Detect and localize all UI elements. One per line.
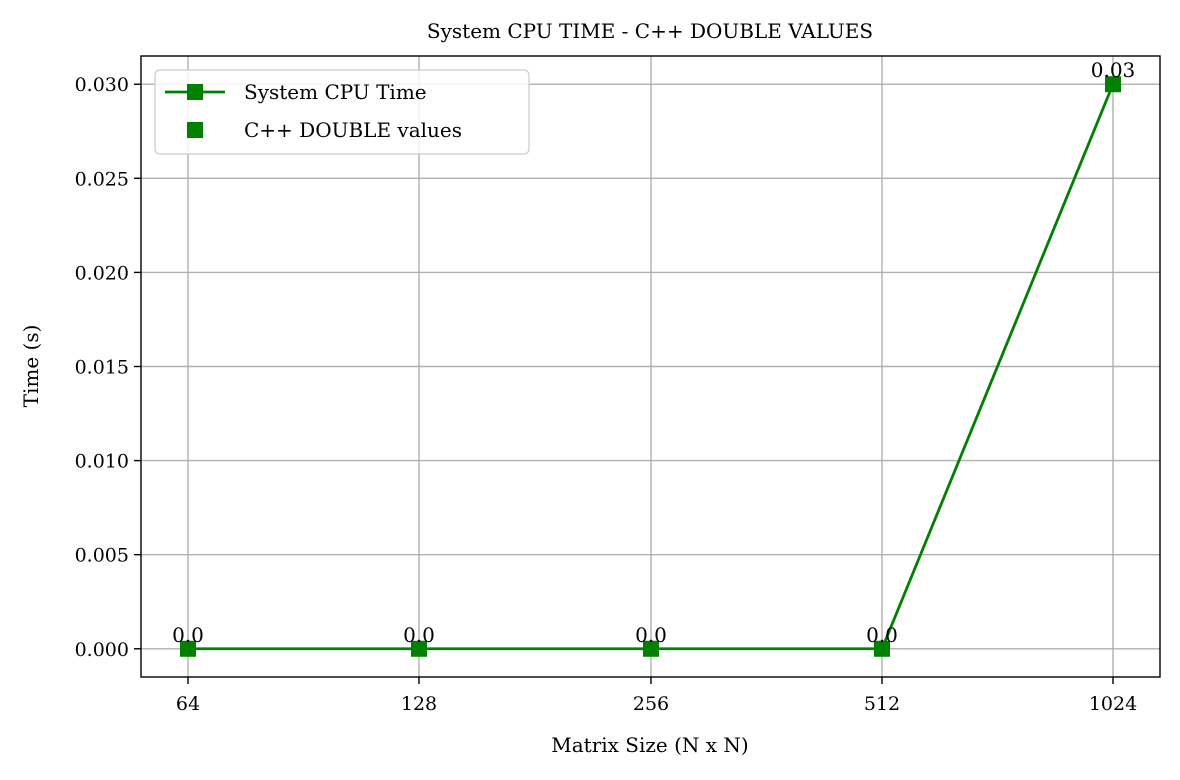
legend-marker-entry [187, 122, 203, 138]
data-label: 0.0 [866, 623, 898, 647]
y-tick-label: 0.005 [75, 545, 129, 567]
y-tick-label: 0.020 [75, 262, 129, 284]
y-tick-label: 0.010 [75, 451, 129, 473]
y-tick-label: 0.030 [75, 74, 129, 96]
data-point [411, 640, 427, 657]
legend: System CPU Time C++ DOUBLE values [154, 69, 530, 155]
ticks-layer: 64 128 256 512 1024 0.000 0.005 0.010 0.015 0.020… [75, 74, 1138, 715]
data-label: 0.0 [635, 623, 667, 647]
legend-series-label: System CPU Time [244, 80, 427, 104]
y-tick-label: 0.015 [75, 357, 129, 379]
data-label: 0.03 [1091, 58, 1136, 82]
legend-marker-label: C++ DOUBLE values [244, 118, 462, 142]
x-tick-label: 256 [633, 693, 669, 715]
x-tick-label: 1024 [1089, 693, 1137, 715]
y-axis-label: Time (s) [19, 325, 43, 408]
chart-title: System CPU TIME - C++ DOUBLE VALUES [427, 19, 873, 43]
x-tick-label: 128 [401, 693, 437, 715]
series-layer: 0.0 0.0 0.0 0.0 0.03 [172, 58, 1135, 657]
x-tick-label: 512 [864, 693, 900, 715]
data-label: 0.0 [172, 623, 204, 647]
data-point [1105, 76, 1121, 93]
data-point [643, 640, 659, 657]
y-tick-label: 0.025 [75, 168, 129, 190]
data-point [874, 640, 890, 657]
x-tick-label: 64 [176, 693, 200, 715]
data-point [180, 640, 196, 657]
data-label: 0.0 [403, 623, 435, 647]
y-tick-label: 0.000 [75, 639, 129, 661]
legend-series-marker [187, 84, 203, 100]
x-axis-label: Matrix Size (N x N) [551, 733, 748, 757]
legend-box [154, 69, 530, 155]
